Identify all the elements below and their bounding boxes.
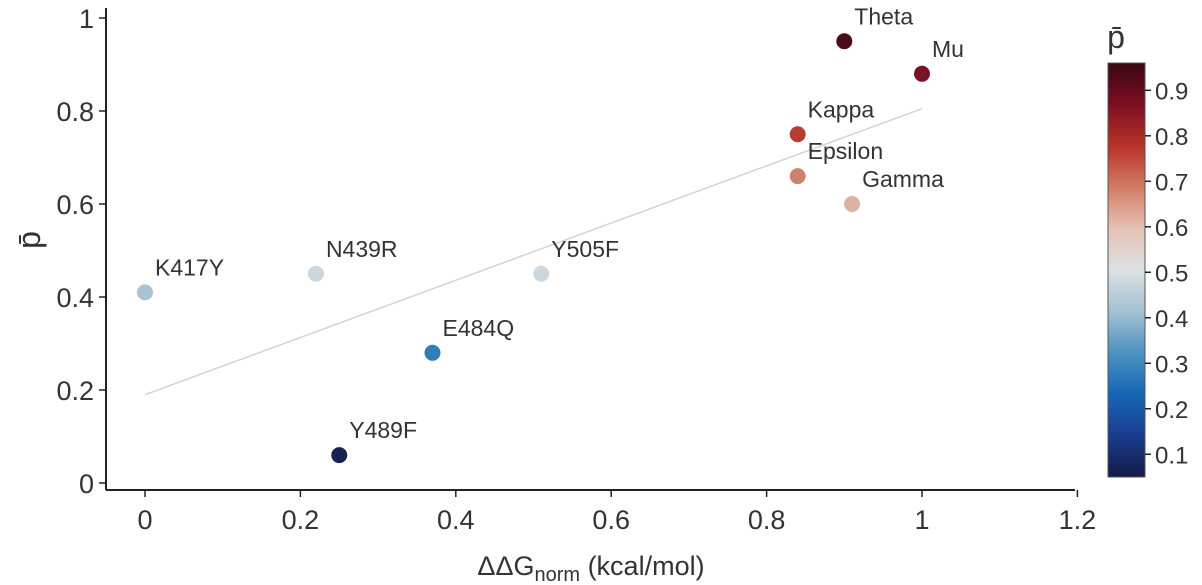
data-point bbox=[914, 65, 930, 82]
axes: 0 0.2 0.4 0.6 0.8 1 1.2 0 0.2 0.4 0.6 0.8 1 ΔΔGnorm (… bbox=[11, 4, 1096, 585]
point-label: N439R bbox=[326, 236, 398, 262]
x-tick-label: 0.2 bbox=[282, 505, 320, 535]
data-point bbox=[836, 33, 853, 50]
colorbar-tick-label: 0.7 bbox=[1155, 169, 1188, 196]
colorbar-tick-label: 0.3 bbox=[1155, 351, 1188, 378]
y-tick-label: 1 bbox=[79, 4, 94, 34]
colorbar-tick-label: 0.2 bbox=[1155, 397, 1188, 424]
data-point bbox=[789, 126, 806, 143]
colorbar-tick-label: 0.1 bbox=[1155, 442, 1188, 469]
x-tick-label: 0.8 bbox=[748, 505, 786, 535]
point-label: Theta bbox=[854, 3, 913, 29]
point-label: E484Q bbox=[442, 315, 514, 341]
point-label: Kappa bbox=[808, 96, 875, 122]
y-tick-label: 0.2 bbox=[56, 376, 94, 406]
data-point bbox=[331, 447, 348, 464]
x-tick-label: 0.4 bbox=[437, 505, 475, 535]
plot-area: K417Y N439R Y505F E484Q Y489F Theta Mu Kappa Eps… bbox=[137, 3, 964, 464]
x-tick-label: 0 bbox=[137, 505, 152, 535]
point-label: Gamma bbox=[862, 166, 944, 192]
colorbar-tick-label: 0.4 bbox=[1155, 306, 1188, 333]
colorbar-tick-label: 0.8 bbox=[1155, 124, 1188, 151]
data-point bbox=[533, 265, 550, 282]
data-point bbox=[789, 168, 806, 185]
data-point bbox=[424, 344, 441, 361]
data-point bbox=[137, 284, 153, 301]
colorbar-title: p̄ bbox=[1107, 19, 1125, 55]
trend-line bbox=[144, 107, 923, 396]
y-axis-title: p̄ bbox=[11, 231, 47, 249]
y-tick-label: 0 bbox=[79, 469, 94, 499]
colorbar: 0.1 0.2 0.3 0.4 0.5 0.6 0.7 0.8 0.9 p̄ bbox=[1107, 19, 1188, 478]
data-point bbox=[307, 265, 324, 282]
point-label: Epsilon bbox=[808, 138, 883, 164]
data-point bbox=[844, 196, 861, 212]
point-label: Y505F bbox=[551, 236, 619, 262]
colorbar-tick-label: 0.6 bbox=[1155, 215, 1188, 242]
colorbar-tick-label: 0.5 bbox=[1155, 260, 1188, 287]
point-label: Y489F bbox=[349, 417, 417, 443]
x-tick-label: 0.6 bbox=[592, 505, 630, 535]
x-tick-label: 1 bbox=[914, 505, 929, 535]
colorbar-tick-label: 0.9 bbox=[1155, 78, 1188, 105]
colorbar-gradient bbox=[1107, 62, 1146, 478]
y-tick-label: 0.6 bbox=[56, 190, 94, 220]
x-tick-label: 1.2 bbox=[1059, 505, 1097, 535]
y-tick-label: 0.8 bbox=[56, 97, 94, 127]
x-axis-title: ΔΔGnorm (kcal/mol) bbox=[477, 551, 704, 585]
y-tick-label: 0.4 bbox=[56, 283, 94, 313]
point-label: Mu bbox=[932, 36, 964, 62]
point-label: K417Y bbox=[155, 254, 224, 280]
